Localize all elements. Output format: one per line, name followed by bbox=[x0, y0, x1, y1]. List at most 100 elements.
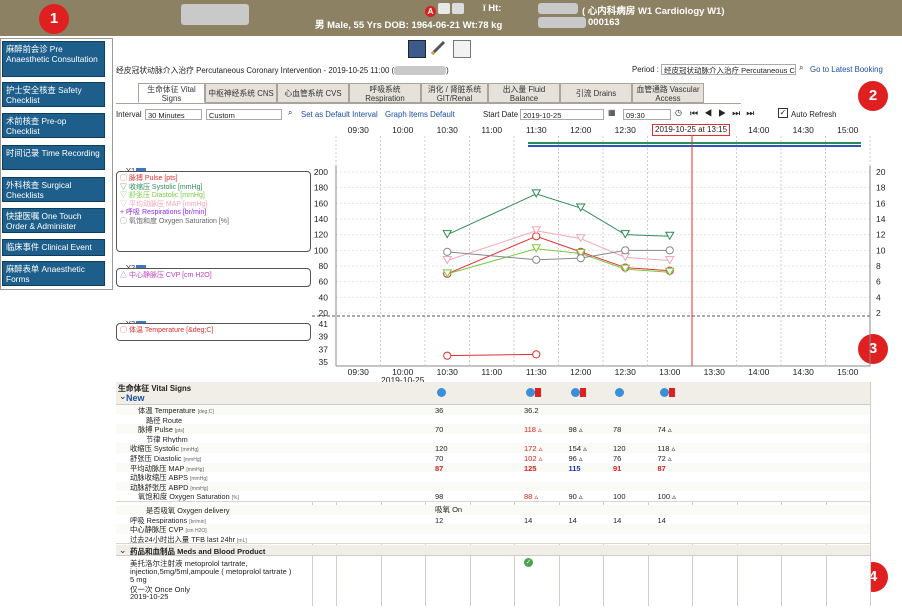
row-cell-value[interactable]: 88 ▵ bbox=[524, 492, 539, 502]
legend-diastolic[interactable]: ▽ 舒张压 Diastolic [mmHg] bbox=[120, 192, 205, 199]
sidebar-item-one-touch-order[interactable]: 快捷医嘱 One Touch Order & Administer bbox=[2, 208, 105, 233]
row-cell-value[interactable]: 118 ▵ bbox=[524, 425, 542, 435]
row-cell-value[interactable]: 91 bbox=[613, 463, 622, 473]
legend-y2-box[interactable]: △ 中心静脉压 CVP [cm H2O] bbox=[116, 268, 311, 287]
row-cell-value[interactable]: 14 bbox=[524, 515, 533, 525]
row-cell-value[interactable]: 100 bbox=[613, 492, 626, 502]
tab-cns[interactable]: 中枢神经系统 CNS bbox=[205, 83, 277, 103]
row-cell-value[interactable]: 14 bbox=[657, 515, 666, 525]
section-meds-label[interactable]: 药品和血制品 Meds and Blood Product bbox=[130, 547, 266, 557]
row-cell-value[interactable]: 102 ▵ bbox=[524, 454, 543, 463]
row-cell-value[interactable]: 76 bbox=[613, 454, 622, 463]
row-cell-value[interactable]: 72 ▵ bbox=[657, 454, 672, 463]
camera-icon[interactable] bbox=[452, 3, 465, 14]
clock-icon[interactable]: ◷ bbox=[675, 108, 682, 117]
row-cell-value[interactable]: 120 bbox=[613, 444, 626, 454]
row-cell-value[interactable]: 90 ▵ bbox=[568, 492, 583, 502]
row-cell-value[interactable]: 70 bbox=[435, 454, 444, 463]
set-default-interval-link[interactable]: Set as Default Interval bbox=[301, 110, 378, 119]
tab-cvs[interactable]: 心血管系统 CVS bbox=[277, 83, 349, 103]
entry-flag-icon[interactable] bbox=[535, 388, 542, 397]
row-cell-value[interactable]: 172 ▵ bbox=[524, 444, 543, 454]
row-cell-value[interactable]: 74 ▵ bbox=[657, 425, 672, 435]
sidebar-item-time-recording[interactable]: 时间记录 Time Recording bbox=[2, 145, 105, 170]
entry-flag-icon[interactable] bbox=[668, 388, 675, 397]
interval-select[interactable]: 30 Minutes bbox=[145, 109, 202, 120]
section-vitals-label[interactable]: 生命体征 Vital Signs bbox=[118, 384, 192, 393]
collapse-chevron-icon[interactable]: ⌄ bbox=[119, 391, 127, 401]
auto-refresh-checkbox[interactable]: ✓ bbox=[778, 108, 788, 118]
first-page-icon[interactable]: ⏮ bbox=[690, 108, 705, 118]
tab-vascular-access[interactable]: 血管通路 Vascular Access bbox=[632, 83, 704, 103]
entry-view-icon[interactable] bbox=[437, 388, 447, 397]
allergy-alert-icon[interactable]: A bbox=[425, 6, 436, 17]
tab-drains[interactable]: 引流 Drains bbox=[560, 83, 632, 103]
period-search-icon[interactable]: ⌕ bbox=[799, 63, 804, 72]
legend-respirations[interactable]: + 呼吸 Respirations [br/min] bbox=[120, 209, 207, 216]
row-cell-value[interactable]: 36.2 bbox=[524, 406, 539, 415]
print-icon[interactable] bbox=[453, 40, 471, 58]
sidebar-item-pre-anaesthetic[interactable]: 麻醉前会诊 Pre Anaesthetic Consultation bbox=[2, 41, 105, 77]
row-cell-value[interactable]: 118 ▵ bbox=[657, 444, 676, 454]
row-cell-value[interactable]: 14 bbox=[568, 515, 577, 525]
row-cell-value[interactable]: 154 ▵ bbox=[568, 444, 587, 454]
new-entry-button[interactable]: New bbox=[126, 393, 145, 403]
row-cell-value[interactable]: 36 bbox=[435, 406, 444, 415]
calendar-icon[interactable]: ▦ bbox=[608, 108, 616, 117]
start-time-input[interactable]: 09:30 bbox=[623, 109, 671, 120]
next-page-icon[interactable]: ▶ bbox=[718, 108, 733, 118]
pencil-icon[interactable] bbox=[430, 40, 446, 56]
row-cell-value[interactable]: 96 ▵ bbox=[568, 454, 583, 463]
graph-items-default-link[interactable]: Graph Items Default bbox=[385, 110, 455, 119]
row-cell-value[interactable]: 87 bbox=[657, 463, 666, 473]
tab-respiration[interactable]: 呼吸系统 Respiration bbox=[349, 83, 421, 103]
row-cell-value[interactable]: 78 bbox=[613, 425, 622, 435]
tab-fluid-balance[interactable]: 出入量 Fluid Balance bbox=[488, 83, 560, 103]
legend-y3-box[interactable]: ◯ 体温 Temperature [&deg;C] bbox=[116, 323, 311, 341]
entry-flag-icon[interactable] bbox=[579, 388, 586, 397]
row-cell-value[interactable]: 120 bbox=[435, 444, 448, 454]
custom-interval-input[interactable]: Custom bbox=[206, 109, 282, 120]
last-page-icon[interactable]: ⏭ bbox=[746, 108, 761, 118]
person-icon[interactable] bbox=[438, 3, 451, 14]
legend-temperature[interactable]: ◯ 体温 Temperature [&deg;C] bbox=[120, 327, 214, 334]
entry-view-icon[interactable] bbox=[615, 388, 625, 397]
tab-git-renal[interactable]: 消化 / 肾脏系统 GIT/Renal bbox=[421, 83, 488, 103]
administered-check-icon[interactable]: ✓ bbox=[524, 558, 533, 568]
legend-pulse[interactable]: ◯ 脉搏 Pulse [pts] bbox=[120, 175, 178, 182]
meds-collapse-chevron-icon[interactable]: ⌄ bbox=[119, 545, 127, 556]
row-cell-value[interactable]: 87 bbox=[435, 463, 444, 473]
period-select[interactable]: 经皮冠状动脉介入治疗 Percutaneous Coronar bbox=[661, 64, 796, 75]
sidebar-item-anaesthetic-forms[interactable]: 麻醉表单 Anaesthetic Forms bbox=[2, 261, 105, 286]
tab-vital-signs[interactable]: 生命体征 Vital Signs bbox=[138, 83, 205, 103]
custom-search-icon[interactable]: ⌕ bbox=[288, 108, 293, 117]
entry-view-icon[interactable] bbox=[526, 388, 536, 397]
legend-systolic[interactable]: ▽ 收缩压 Systolic [mmHg] bbox=[120, 183, 203, 191]
legend-cvp[interactable]: △ 中心静脉压 CVP [cm H2O] bbox=[120, 272, 212, 279]
row-cell-value[interactable]: 100 ▵ bbox=[657, 492, 676, 502]
row-cell-value[interactable]: 12 bbox=[435, 515, 444, 525]
row-cell-value[interactable]: 125 bbox=[524, 463, 537, 473]
prev-page-icon[interactable]: ◀ bbox=[704, 108, 719, 118]
sidebar-item-safety-checklist[interactable]: 护士安全核查 Safety Checklist bbox=[2, 82, 105, 107]
legend-map[interactable]: ▽ 平均动脉压 MAP [mmHg] bbox=[120, 200, 208, 208]
alert-icons[interactable]: A bbox=[425, 3, 465, 17]
sidebar-item-preop-checklist[interactable]: 术前核查 Pre-op Checklist bbox=[2, 113, 105, 138]
vital-signs-chart[interactable]: 2001801601401201008060402020181614121086… bbox=[0, 0, 902, 390]
sidebar-item-clinical-event[interactable]: 临床事件 Clinical Event bbox=[2, 239, 105, 256]
start-date-input[interactable]: 2019-10-25 bbox=[520, 109, 604, 120]
legend-y1-box[interactable]: ◯ 脉搏 Pulse [pts] ▽ 收缩压 Systolic [mmHg] ▽… bbox=[116, 171, 311, 252]
sidebar-item-surgical-checklists[interactable]: 外科核查 Surgical Checklists bbox=[2, 177, 105, 202]
fast-forward-icon[interactable]: ⏭ bbox=[732, 108, 747, 118]
form-list-icon[interactable] bbox=[408, 40, 426, 58]
entry-view-icon[interactable] bbox=[570, 388, 580, 397]
time-nav-buttons[interactable]: ⏮◀▶⏭⏭ bbox=[690, 108, 760, 119]
row-cell-value[interactable]: 70 bbox=[435, 425, 444, 435]
row-cell-value[interactable]: 98 bbox=[435, 492, 444, 502]
row-cell-value[interactable]: 115 bbox=[568, 463, 581, 473]
row-cell-value[interactable]: 14 bbox=[613, 515, 622, 525]
legend-oxygen-saturation[interactable]: ◯ 氧饱和度 Oxygen Saturation [%] bbox=[120, 217, 229, 225]
row-cell-value[interactable]: 98 ▵ bbox=[568, 425, 583, 435]
entry-view-icon[interactable] bbox=[659, 388, 669, 397]
go-to-latest-booking-link[interactable]: Go to Latest Booking bbox=[810, 65, 883, 74]
